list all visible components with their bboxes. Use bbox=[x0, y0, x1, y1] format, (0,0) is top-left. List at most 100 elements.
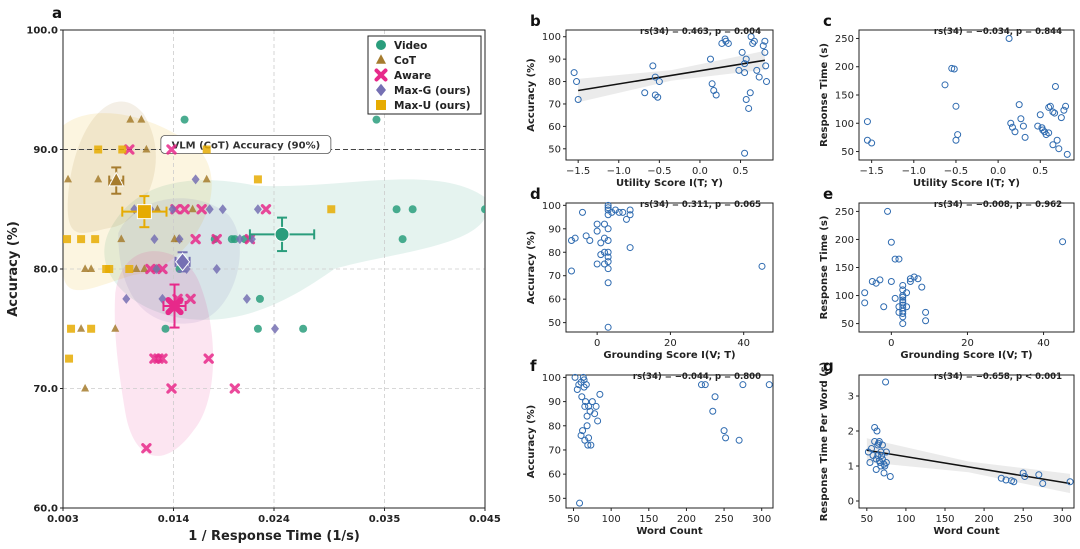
data-point bbox=[137, 115, 146, 123]
data-point bbox=[152, 264, 161, 274]
panel-b: −1.5 −1.0 −0.5 0.0 0.5 50 60 70 80 90 100 Utility S… bbox=[526, 12, 774, 189]
data-point bbox=[136, 204, 152, 220]
data-point bbox=[593, 227, 601, 235]
x-tick-label: 0 bbox=[594, 338, 600, 349]
x-tick-label: 50 bbox=[860, 514, 873, 525]
data-point bbox=[142, 144, 151, 153]
data-point bbox=[910, 273, 918, 281]
y-axis-label: Accuracy (%) bbox=[526, 231, 537, 304]
data-point bbox=[392, 205, 401, 214]
y-tick-label: 100 bbox=[542, 32, 561, 43]
data-point bbox=[481, 205, 485, 214]
y-tick-label: 200 bbox=[835, 235, 854, 246]
data-point bbox=[153, 204, 162, 213]
x-tick-label: 40 bbox=[737, 338, 750, 349]
data-point bbox=[574, 95, 582, 103]
data-point bbox=[166, 383, 177, 394]
data-point bbox=[755, 73, 763, 81]
data-point bbox=[1057, 114, 1065, 122]
data-point bbox=[372, 115, 381, 124]
data-point bbox=[954, 131, 962, 139]
data-point bbox=[94, 145, 103, 154]
x-tick-label: −0.5 bbox=[647, 166, 671, 177]
data-point bbox=[866, 459, 874, 466]
data-point bbox=[880, 469, 888, 477]
data-point bbox=[132, 264, 141, 272]
panel-g: 50 100 150 200 250 300 0 1 2 3 Word Count Response … bbox=[819, 357, 1075, 537]
data-point bbox=[585, 434, 593, 442]
data-point bbox=[884, 207, 892, 215]
data-point bbox=[376, 83, 386, 97]
data-point bbox=[1019, 122, 1027, 130]
data-point bbox=[882, 378, 890, 386]
data-point bbox=[872, 279, 880, 287]
data-point bbox=[165, 296, 184, 316]
axes-frame bbox=[858, 29, 1075, 161]
y-tick-label: 90.0 bbox=[33, 145, 58, 156]
axes-frame bbox=[565, 374, 774, 509]
density-regions bbox=[63, 101, 485, 456]
y-tick-label: 80 bbox=[548, 248, 561, 259]
data-point bbox=[649, 62, 657, 70]
data-point bbox=[1051, 109, 1059, 117]
data-point bbox=[952, 102, 960, 110]
data-point bbox=[376, 54, 386, 64]
data-point bbox=[157, 353, 168, 364]
x-tick-label: 150 bbox=[639, 514, 658, 525]
data-point bbox=[125, 265, 134, 273]
panel-f: 50 100 150 200 250 300 50 60 70 80 90 100 Word Count… bbox=[526, 357, 774, 537]
data-point bbox=[1011, 128, 1019, 136]
data-point bbox=[1019, 469, 1027, 477]
data-point bbox=[203, 353, 214, 364]
data-point bbox=[762, 62, 770, 70]
x-tick-label: 0.035 bbox=[369, 514, 401, 525]
data-point bbox=[585, 402, 593, 410]
stat-annotation: rs(34) = −0.008, p = 0.962 bbox=[934, 200, 1062, 210]
data-point bbox=[211, 233, 222, 245]
data-point bbox=[914, 275, 922, 283]
data-point bbox=[1035, 471, 1043, 479]
data-point bbox=[87, 264, 96, 272]
y-tick-label: 100 bbox=[542, 201, 561, 212]
data-point bbox=[948, 64, 956, 72]
data-point bbox=[1045, 129, 1053, 137]
x-tick-label: 40 bbox=[1037, 338, 1050, 349]
data-point bbox=[604, 201, 612, 209]
y-tick-label: 60 bbox=[548, 470, 561, 481]
data-point bbox=[903, 303, 911, 311]
data-point bbox=[1007, 119, 1015, 127]
data-point bbox=[576, 499, 584, 507]
data-point bbox=[1039, 126, 1047, 134]
x-tick-label: 0.5 bbox=[1032, 166, 1048, 177]
data-point bbox=[573, 386, 581, 394]
data-point bbox=[876, 276, 884, 284]
data-point bbox=[758, 262, 766, 270]
data-point bbox=[578, 208, 586, 216]
data-point bbox=[398, 235, 407, 244]
x-tick-label: 100 bbox=[602, 514, 621, 525]
data-point bbox=[626, 244, 634, 252]
data-point bbox=[67, 324, 76, 333]
x-axis-label: Utility Score I(T; Y) bbox=[913, 178, 1020, 189]
data-point bbox=[592, 402, 600, 410]
x-axis-label: Word Count bbox=[636, 526, 703, 537]
data-point bbox=[583, 422, 591, 430]
data-point bbox=[1063, 150, 1071, 158]
data-point bbox=[747, 33, 755, 41]
data-point bbox=[77, 324, 86, 332]
x-axis-label: Word Count bbox=[933, 526, 1000, 537]
data-point bbox=[579, 427, 587, 435]
y-tick-label: 250 bbox=[835, 34, 854, 45]
data-point bbox=[877, 448, 885, 456]
data-point bbox=[604, 206, 612, 214]
data-point bbox=[708, 80, 716, 88]
data-point bbox=[1062, 102, 1070, 110]
y-tick-label: 80 bbox=[548, 421, 561, 432]
x-tick-label: −1.0 bbox=[902, 166, 926, 177]
y-tick-label: 100.0 bbox=[26, 26, 58, 37]
data-point bbox=[882, 459, 890, 466]
data-point bbox=[604, 253, 612, 261]
data-point bbox=[327, 205, 336, 214]
data-point bbox=[567, 267, 575, 275]
